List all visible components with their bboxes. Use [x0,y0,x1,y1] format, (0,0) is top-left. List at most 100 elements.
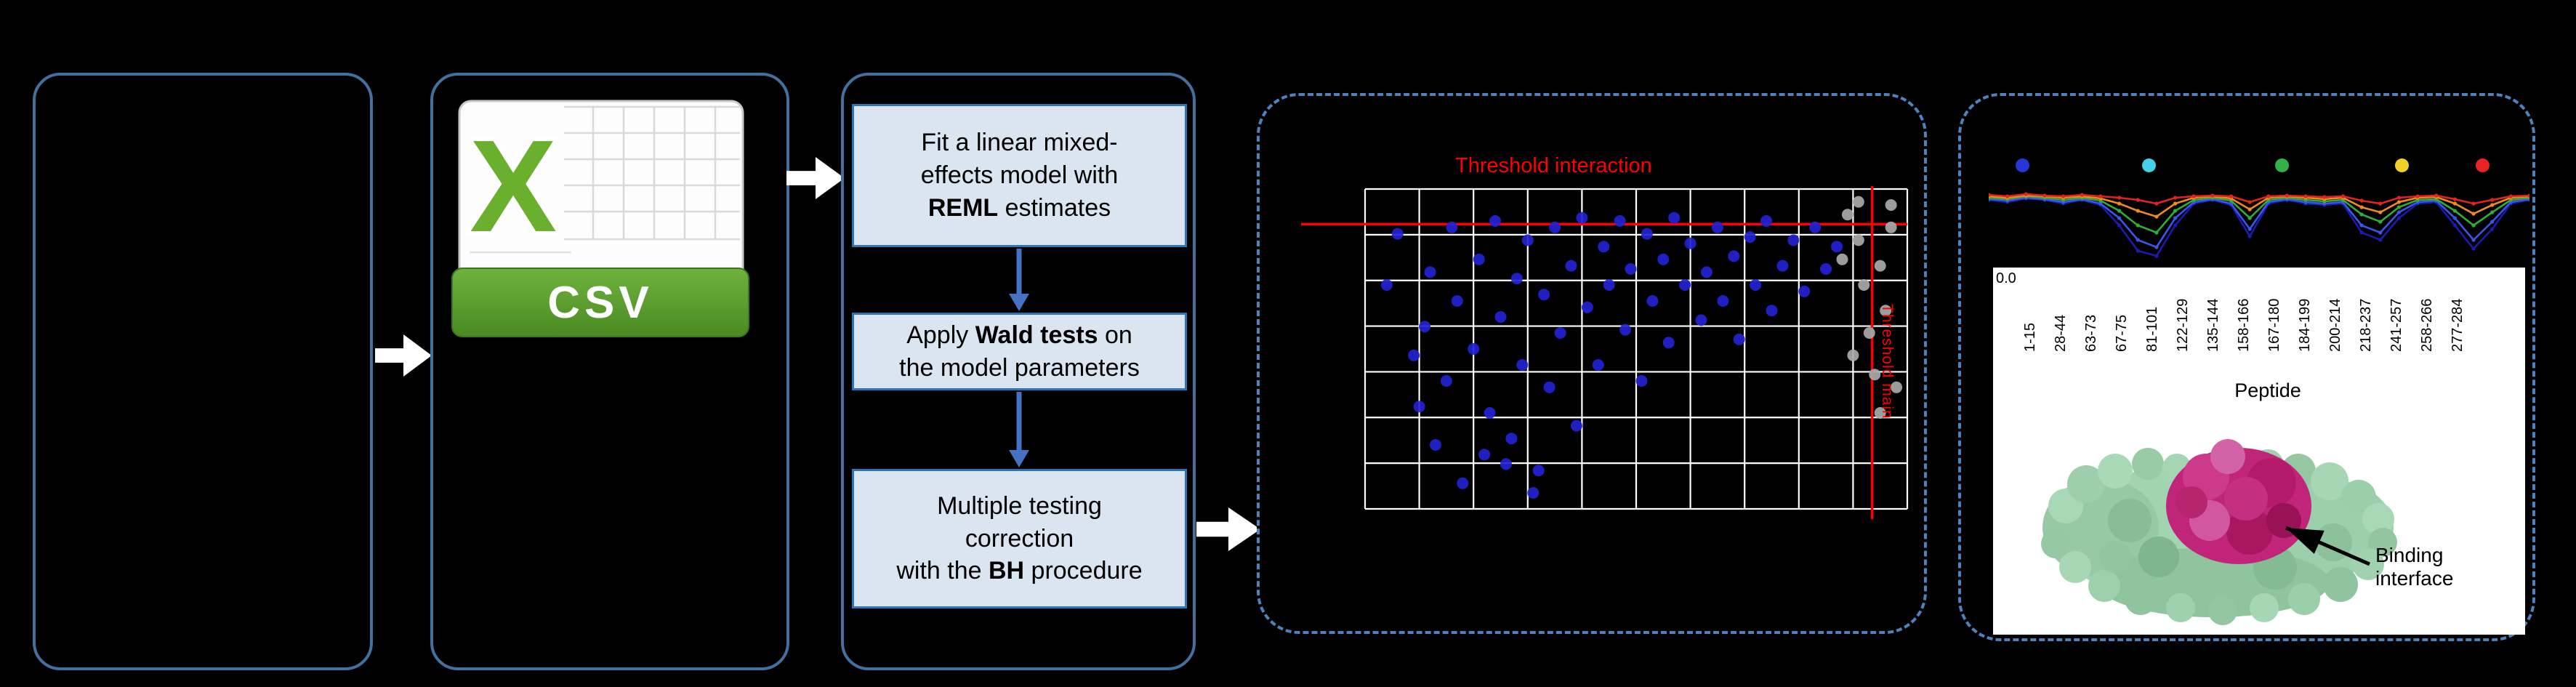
step-fit-model: Fit a linear mixed-effects model with REM… [852,104,1187,247]
peptide-tick-label: 200-214 [2327,298,2343,352]
scatter-point [1635,375,1648,387]
scatter-point [1565,260,1577,272]
uptake-marker [2136,223,2140,228]
binding-interface-label: Binding interface [2375,544,2453,590]
scatter-point [1809,221,1822,233]
uptake-marker [2434,193,2439,198]
uptake-marker [2229,194,2234,198]
uptake-marker [2247,200,2252,204]
peptide-tick-label: 241-257 [2388,298,2404,352]
input-panel [33,73,373,670]
scatter-point [1576,212,1588,224]
scatter-point [1858,279,1870,291]
peptide-tick-label: 28-44 [2053,314,2069,352]
uptake-marker [2080,193,2084,197]
uptake-marker [2136,238,2140,242]
scatter-point [1391,228,1404,240]
down-arrow-icon [1009,249,1029,311]
peptide-tick-label: 184-199 [2297,298,2313,352]
scatter-point [1852,234,1864,246]
uptake-marker [2154,201,2159,206]
scatter-point [1668,212,1681,224]
uptake-marker [2452,201,2457,206]
scatter-point [1419,321,1431,333]
peptide-axis-title: Peptide [2234,379,2301,401]
scatter-point [1657,253,1670,265]
scatter-point [1700,266,1712,278]
scatter-point [1891,381,1903,393]
scatter-point [1787,234,1800,246]
uptake-marker [2378,238,2383,242]
peptide-tick-label: 81-101 [2144,306,2160,352]
scatter-point [1413,401,1425,413]
scatter-point [1646,295,1659,307]
scatter-point [1744,231,1756,243]
peptide-axis-labels: 1-15 28-44 63-73 67-75 81-101 122-129 135-144 1… [2015,270,2495,356]
uptake-marker [2378,230,2383,235]
uptake-marker [2378,220,2383,224]
threshold-main-label: Threshold main [1879,304,1896,419]
uptake-marker [2471,246,2476,251]
box-line: Apply Wald tests on [906,321,1132,349]
uptake-marker [2173,209,2178,213]
scatter-point [1554,327,1566,339]
scatter-point [1874,260,1886,272]
scatter-point [1473,253,1485,265]
timepoint-dot [2394,158,2409,172]
csv-banner [451,268,749,337]
spreadsheet-grid [564,105,740,241]
scatter-point [1885,221,1897,233]
scatter-point [1543,381,1555,393]
uptake-marker [2154,214,2159,219]
scatter-point [1852,196,1864,208]
scatter-point [1662,337,1675,349]
uptake-trace [1989,193,2529,205]
scatter-point [1549,221,1561,233]
csv-banner-label: CSV [547,278,653,328]
uptake-marker [2098,201,2103,206]
peptide-tick-label: 158-166 [2236,298,2252,352]
scatter-point [1728,250,1740,262]
uptake-marker [2247,234,2252,238]
scatter-point [1733,333,1745,345]
box-line: with the BH procedure [896,557,1143,585]
uptake-marker [2527,193,2529,198]
step-bh-correction: Multiple testing correction with the BH pr… [852,469,1187,608]
volcano-scatter-plot [1301,186,1909,519]
scatter-point [1766,305,1778,317]
scatter-point [1641,228,1653,240]
protein-structure-image [2041,439,2397,625]
scatter-point [1836,253,1848,265]
step-wald-tests: Apply Wald tests on the model parameters [852,313,1187,390]
uptake-marker [2191,194,2196,198]
binding-label-line2: interface [2375,567,2454,590]
uptake-marker [2285,193,2290,198]
uptake-marker [2415,194,2420,198]
uptake-trace [1989,194,2529,218]
scatter-point [1457,477,1469,489]
scatter-point [1603,279,1615,291]
scatter-point [1521,234,1534,246]
model-panel: Fit a linear mixed-effects model with REM… [841,73,1196,670]
flow-arrow-right-2 [786,157,845,199]
uptake-trace [1989,195,2529,234]
scatter-point [1863,327,1875,339]
uptake-marker [2136,198,2140,202]
uptake-marker [1989,193,1991,197]
uptake-marker [2452,209,2457,213]
uptake-marker [2359,223,2364,228]
uptake-marker [2490,220,2495,224]
box-line: the model parameters [899,353,1140,382]
uptake-marker [2136,209,2140,213]
results-volcano-panel [1257,93,1927,634]
uptake-line-chart [1989,192,2529,258]
scatter-point [1380,279,1393,291]
scatter-point [1424,266,1436,278]
uptake-marker [2490,210,2495,214]
scatter-point [1679,279,1691,291]
uptake-marker [2452,216,2457,220]
flow-arrow-right-1 [375,334,432,377]
down-arrow-icon [1009,392,1029,467]
uptake-marker [2173,201,2178,206]
scatter-point [1847,349,1859,361]
